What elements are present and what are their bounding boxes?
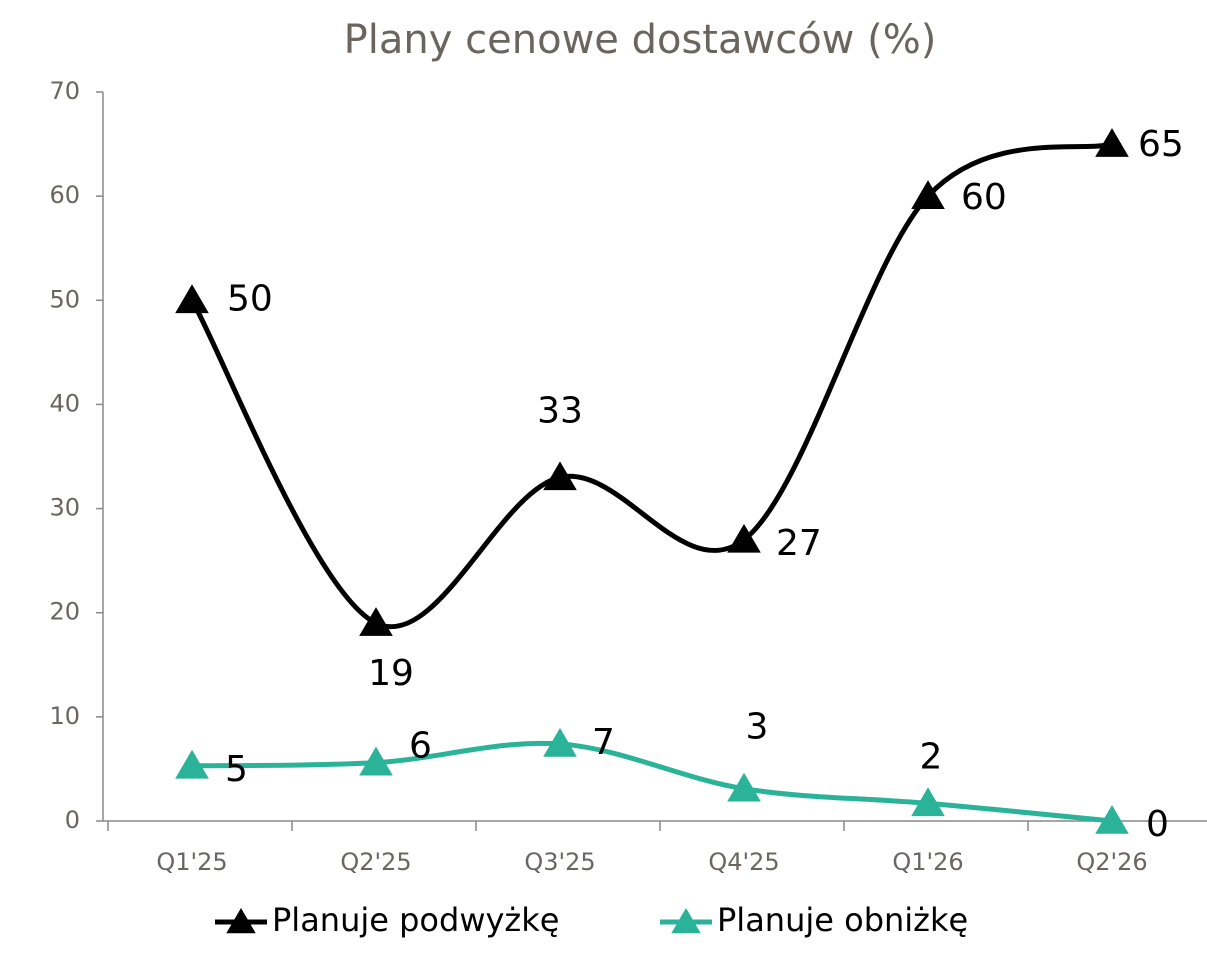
y-tick-label: 60 [49,181,80,209]
y-tick-label: 20 [49,598,80,626]
y-tick-label: 40 [49,389,80,417]
marker [543,727,577,757]
data-label: 27 [776,523,822,564]
marker [911,787,945,817]
x-tick-label: Q2'25 [340,848,411,876]
y-tick-label: 0 [65,806,80,834]
data-label: 3 [746,707,769,748]
y-tick-label: 50 [49,285,80,313]
legend-marker [671,908,701,934]
data-label: 60 [961,177,1007,218]
x-tick-label: Q3'25 [524,848,595,876]
x-tick-label: Q1'25 [156,848,227,876]
series-line [191,740,1113,824]
data-label: 33 [537,390,583,431]
y-tick-label: 10 [49,702,80,730]
marker [543,461,577,491]
marker [1095,128,1129,157]
y-tick-label: 30 [49,494,80,522]
data-label: 5 [225,749,248,790]
data-label: 0 [1146,804,1169,845]
data-label: 6 [409,726,432,767]
marker [175,749,209,779]
chart-title: Plany cenowe dostawców (%) [344,17,937,63]
marker [727,772,761,802]
legend-label: Planuje obniżkę [717,901,968,939]
data-label: 65 [1138,124,1184,165]
x-tick-label: Q1'26 [892,848,963,876]
marker [359,746,393,776]
data-label: 50 [227,278,273,319]
data-label: 7 [592,722,615,763]
x-tick-label: Q2'26 [1076,848,1147,876]
marker [911,180,945,209]
x-tick-label: Q4'25 [708,848,779,876]
data-label: 2 [920,736,943,777]
marker [359,607,393,636]
y-tick-label: 70 [49,77,80,105]
marker [175,284,209,314]
legend-label: Planuje podwyżkę [272,901,559,939]
data-label: 19 [368,653,414,694]
legend-marker [226,908,256,934]
marker [727,523,761,553]
marker [1095,805,1129,834]
